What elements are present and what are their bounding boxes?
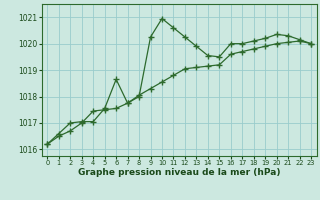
X-axis label: Graphe pression niveau de la mer (hPa): Graphe pression niveau de la mer (hPa) [78, 168, 280, 177]
